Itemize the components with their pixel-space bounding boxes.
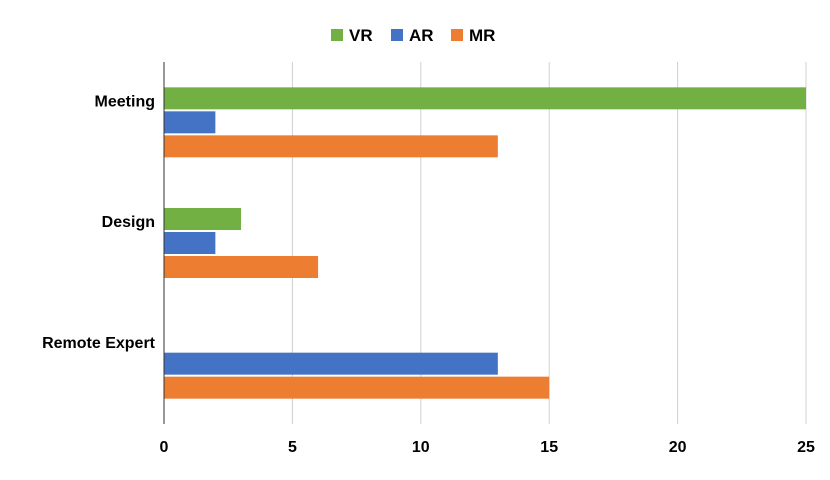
category-label-remote-expert: Remote Expert [42, 335, 156, 352]
bar-meeting-vr [164, 87, 806, 110]
bar-remote-expert-mr [164, 376, 550, 399]
bar-design-vr [164, 208, 242, 230]
bar-remote-expert-ar [164, 352, 498, 375]
x-tick-label-15: 15 [540, 439, 558, 456]
x-tick-label-25: 25 [797, 439, 815, 456]
bars [164, 87, 806, 399]
category-labels: Meeting Design Remote Expert [42, 94, 156, 352]
x-tick-label-20: 20 [669, 439, 687, 456]
legend-label-mr: MR [469, 26, 495, 45]
category-label-meeting: Meeting [95, 94, 155, 111]
x-tick-label-0: 0 [160, 439, 169, 456]
legend-label-vr: VR [349, 26, 373, 45]
bar-design-mr [164, 256, 319, 278]
legend-swatch-mr [451, 29, 463, 41]
x-tick-labels: 0 5 10 15 20 25 [160, 439, 815, 456]
legend-swatch-ar [391, 29, 403, 41]
x-tick-label-5: 5 [288, 439, 297, 456]
legend-label-ar: AR [409, 26, 434, 45]
bar-meeting-mr [164, 135, 498, 158]
bar-design-ar [164, 232, 216, 254]
category-label-design: Design [102, 214, 155, 231]
x-tick-label-10: 10 [412, 439, 430, 456]
legend: VR AR MR [331, 26, 495, 45]
legend-swatch-vr [331, 29, 343, 41]
bar-meeting-ar [164, 111, 216, 134]
